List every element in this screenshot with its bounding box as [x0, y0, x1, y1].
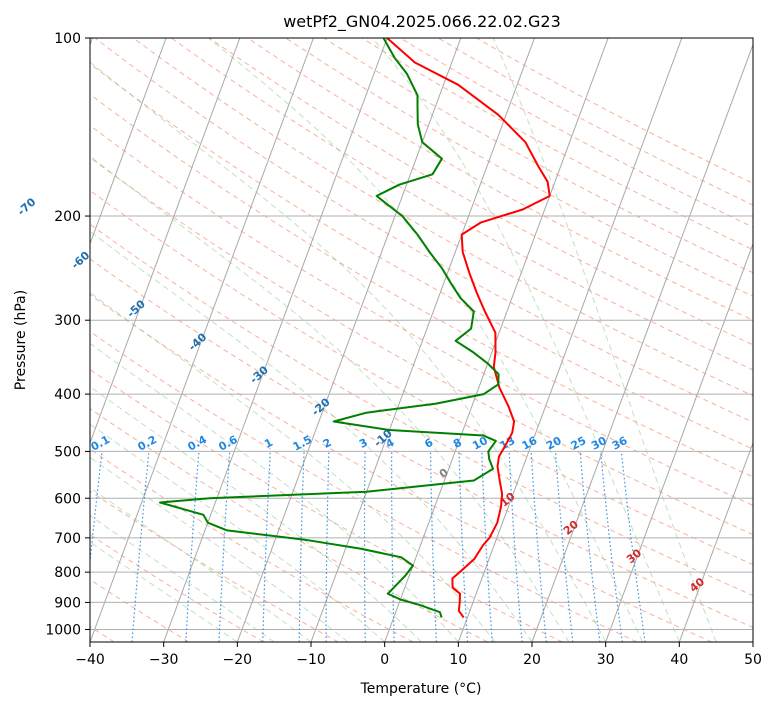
isotherm-line: [752, 640, 753, 642]
moist-adiabat-line: [492, 38, 717, 642]
mixing-ratio-line: [620, 451, 646, 642]
dry-adiabat-line: [90, 156, 753, 536]
isotherm-line: [678, 441, 753, 642]
x-tick-label: 30: [597, 652, 615, 668]
isotherm-line: [90, 38, 241, 445]
mixing-ratio-label: 20: [544, 434, 564, 453]
x-tick-label: 40: [670, 652, 688, 668]
x-tick-label: 50: [744, 652, 762, 668]
dry-adiabat-line: [90, 408, 488, 642]
mixing-ratio-line: [554, 451, 574, 642]
isotherm-line: [605, 242, 753, 642]
y-tick-label: 500: [54, 444, 81, 460]
y-axis: 100 200 300 400 500 600 700 800 900 1000: [45, 31, 90, 638]
mixing-ratio-label: 10: [470, 434, 490, 453]
moist-adiabat-line: [207, 38, 643, 642]
dry-adiabat-line: [247, 38, 753, 321]
isotherm-line: [531, 43, 753, 642]
isotherm-line: [90, 38, 314, 642]
y-tick-label: 100: [54, 31, 81, 47]
dry-adiabat-line: [285, 38, 753, 297]
moist-adiabat-line: [90, 291, 496, 642]
y-tick-label: 800: [54, 565, 81, 581]
dry-adiabat-label: -70: [15, 195, 39, 218]
dry-adiabat-line: [171, 38, 753, 371]
y-tick-label: 300: [54, 313, 81, 329]
chart-title: wetPf2_GN04.2025.066.22.02.G23: [283, 12, 561, 32]
mixing-ratio-line: [600, 451, 623, 642]
y-tick-label: 900: [54, 595, 81, 611]
dry-adiabat-line: [90, 533, 264, 642]
moist-adiabat-line: [90, 386, 422, 642]
plot-frame: [89, 37, 754, 643]
dry-adiabat-line: [90, 189, 753, 566]
dry-adiabat-label: -60: [69, 249, 93, 272]
mixing-ratio-line: [579, 451, 601, 642]
x-tick-label: −10: [296, 652, 326, 668]
background-lines: [90, 38, 753, 642]
profile-series: [159, 38, 551, 619]
isotherm-line: [163, 38, 388, 642]
isotherm-line: [236, 38, 462, 642]
isotherm-line: [457, 38, 683, 642]
moist-adiabat-line: [90, 230, 533, 642]
dry-adiabat-line: [90, 223, 753, 597]
x-tick-label: 10: [449, 652, 467, 668]
moist-adiabat-line: [372, 38, 680, 642]
dry-adiabat-line: [90, 490, 339, 642]
x-axis-label: Temperature (°C): [360, 681, 482, 697]
y-axis-label: Pressure (hPa): [13, 290, 29, 390]
moist-adiabat-line: [90, 423, 386, 642]
dry-adiabat-line: [90, 258, 753, 628]
y-tick-label: 700: [54, 531, 81, 547]
x-axis: −40 −30 −20 −10 0 10 20 30 40 50: [75, 642, 762, 668]
dry-adiabat-line: [90, 93, 753, 478]
x-tick-label: −40: [75, 652, 105, 668]
moist-adiabat-line: [90, 155, 570, 642]
y-tick-label: 200: [54, 209, 81, 225]
x-tick-label: 20: [523, 652, 541, 668]
x-tick-label: −20: [223, 652, 253, 668]
isotherm-line: [310, 38, 535, 642]
mixing-ratio-label: 16: [520, 434, 540, 453]
y-tick-label: 600: [54, 491, 81, 507]
mixing-ratio-line: [90, 451, 103, 567]
y-tick-label: 400: [54, 387, 81, 403]
x-tick-label: 0: [380, 652, 389, 668]
mixing-ratio-label: 25: [569, 434, 589, 453]
mixing-ratio-label: 30: [589, 434, 609, 453]
dry-adiabat-line: [90, 293, 712, 642]
y-tick-label: 1000: [45, 622, 81, 638]
isotherm-line: [90, 38, 167, 246]
temperature-line: [386, 38, 551, 619]
x-tick-label: −30: [149, 652, 179, 668]
mixing-ratio-label: 36: [610, 434, 630, 453]
dewpoint-line: [159, 38, 500, 618]
dry-adiabat-line: [90, 368, 563, 642]
